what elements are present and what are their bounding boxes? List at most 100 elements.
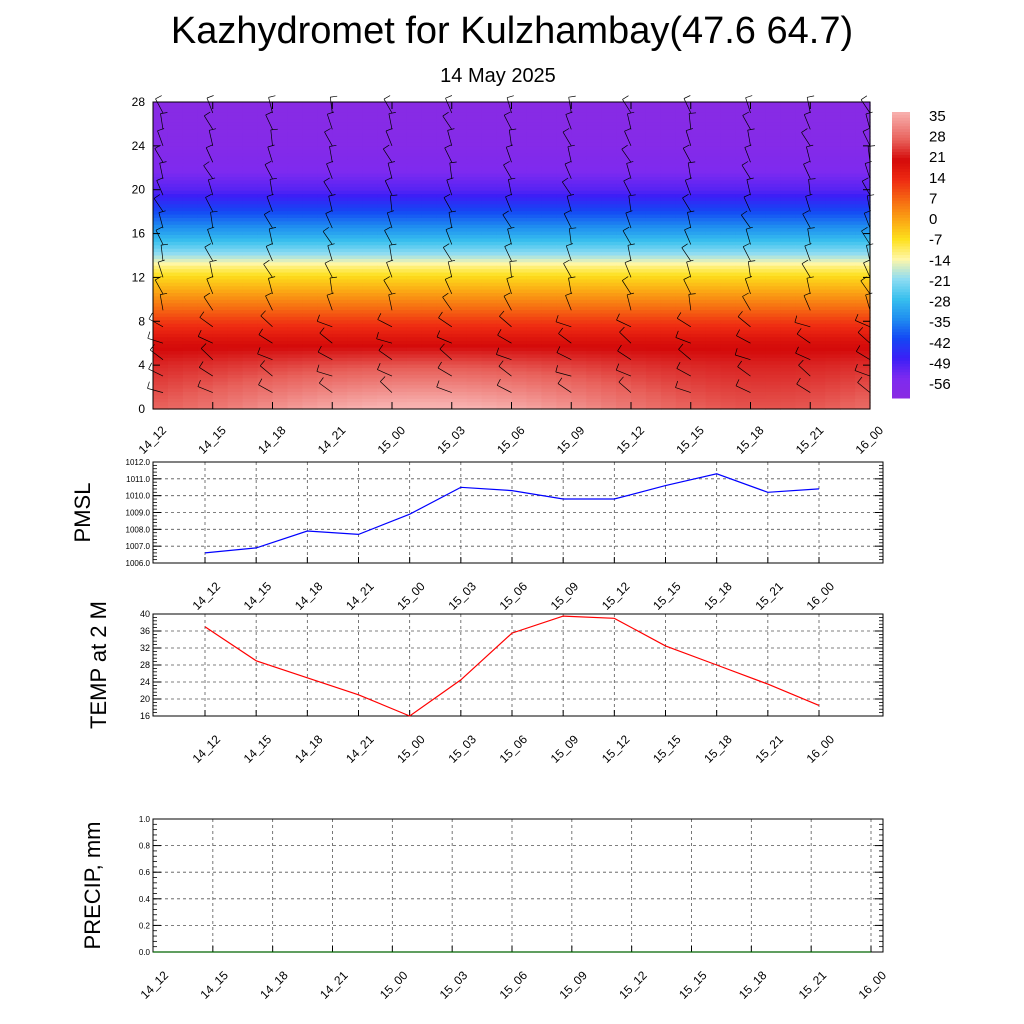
wind-barb-feather [555, 315, 559, 322]
wind-barb [447, 130, 453, 146]
wind-barb [445, 98, 453, 114]
wind-barb-feather [618, 376, 624, 383]
wind-barb [621, 148, 632, 163]
wind-barb-feather [688, 293, 696, 295]
colorbar-label: 28 [929, 129, 946, 146]
x-tick-label: 15_06 [497, 732, 531, 766]
y-tick-label: 1012.0 [126, 458, 151, 467]
wind-barb [801, 263, 811, 278]
wind-barb-feather [496, 347, 500, 355]
x-tick-label: 15_15 [650, 732, 684, 766]
wind-barb [854, 370, 871, 377]
wind-barb [199, 317, 214, 328]
wind-barb-feather [443, 193, 451, 198]
wind-barb-feather [798, 359, 804, 366]
wind-barb-feather [329, 276, 338, 279]
wind-barb [329, 97, 333, 114]
x-tick-label: 15_00 [377, 968, 411, 1002]
x-tick-label: 16_00 [856, 968, 890, 1002]
wind-barb [622, 280, 632, 295]
wind-barb [154, 148, 164, 163]
wind-barb [207, 229, 214, 245]
wind-barb-feather [148, 312, 153, 320]
wind-barb [806, 278, 811, 294]
wind-barb-feather [564, 160, 572, 165]
wind-barb [270, 129, 273, 146]
wind-barb-feather [682, 193, 689, 199]
wind-barb [268, 97, 273, 114]
wind-barb-feather [380, 376, 386, 382]
wind-barb-feather [503, 292, 511, 297]
wind-barb [865, 294, 871, 311]
wind-barb [857, 332, 871, 344]
x-tick-label: 15_06 [497, 968, 531, 1002]
wind-barb-feather [388, 112, 396, 115]
wind-barb [675, 337, 691, 344]
wind-barb-feather [623, 177, 631, 182]
wind-barb-feather [855, 345, 861, 352]
wind-barb-feather [804, 111, 811, 115]
wind-barb-feather [158, 210, 166, 213]
wind-barb [326, 163, 333, 179]
x-tick-label: 14_12 [136, 423, 170, 457]
wind-barb-feather [204, 111, 211, 117]
wind-barb-feather [148, 362, 153, 370]
wind-barb [260, 315, 273, 328]
wind-barb [439, 348, 453, 360]
wind-barb [204, 115, 214, 130]
wind-barb [685, 130, 692, 147]
x-tick-label: 15_15 [673, 423, 707, 457]
wind-barb-feather [675, 330, 679, 338]
wind-barb [678, 349, 692, 360]
wind-barb-feather [377, 363, 381, 370]
wind-barb-feather [687, 210, 695, 213]
wind-barb [442, 115, 453, 130]
wind-barb-feather [207, 226, 215, 230]
x-tick-label: 14_18 [255, 423, 289, 457]
wind-barb-feather [265, 111, 273, 116]
wind-barb [497, 384, 512, 393]
wind-barb [206, 278, 214, 295]
x-tick-label: 15_03 [437, 968, 471, 1002]
wind-barb-feather [378, 344, 384, 351]
wind-barb [626, 294, 632, 311]
wind-barb-feather [209, 260, 217, 263]
wind-barb-feather [615, 363, 620, 371]
y-tick-label: 0.8 [139, 842, 151, 851]
wind-barb-feather [327, 111, 335, 115]
x-tick-label: 15_18 [733, 423, 767, 457]
wind-barb-feather [802, 210, 810, 215]
wind-barb [864, 163, 871, 179]
wind-barb [865, 113, 871, 130]
y-tick-label: 20 [132, 183, 146, 197]
wind-barb-feather [683, 276, 691, 280]
wind-barb-feather [569, 227, 577, 230]
wind-barb-feather [160, 112, 168, 114]
wind-barb-feather [627, 243, 635, 246]
colorbar-label: -35 [929, 314, 951, 331]
wind-barb-feather [865, 111, 873, 115]
wind-barb-feather [205, 193, 212, 198]
x-tick-label: 15_09 [548, 732, 582, 766]
colorbar-label: -42 [929, 335, 951, 352]
wind-barb [204, 246, 214, 262]
chart-date: 14 May 2025 [440, 65, 556, 87]
wind-barb-feather [157, 259, 165, 263]
wind-barb-feather [796, 328, 802, 335]
x-tick-label: 14_12 [190, 732, 224, 766]
x-tick-label: 15_18 [701, 732, 735, 766]
x-tick-label: 14_21 [315, 423, 349, 457]
wind-barb-feather [748, 260, 756, 262]
wind-barb-feather [265, 292, 272, 297]
x-tick-label: 15_03 [445, 579, 479, 613]
wind-barb-feather [567, 144, 575, 148]
heatmap-field [153, 102, 871, 410]
wind-barb-feather [385, 177, 392, 182]
wind-barb-feather [507, 226, 515, 230]
wind-barb [741, 214, 751, 229]
wind-barb-feather [387, 210, 395, 214]
wind-barb [319, 332, 333, 344]
wind-barb [508, 129, 512, 146]
wind-barb [148, 368, 164, 377]
x-tick-label: 15_15 [676, 968, 710, 1002]
